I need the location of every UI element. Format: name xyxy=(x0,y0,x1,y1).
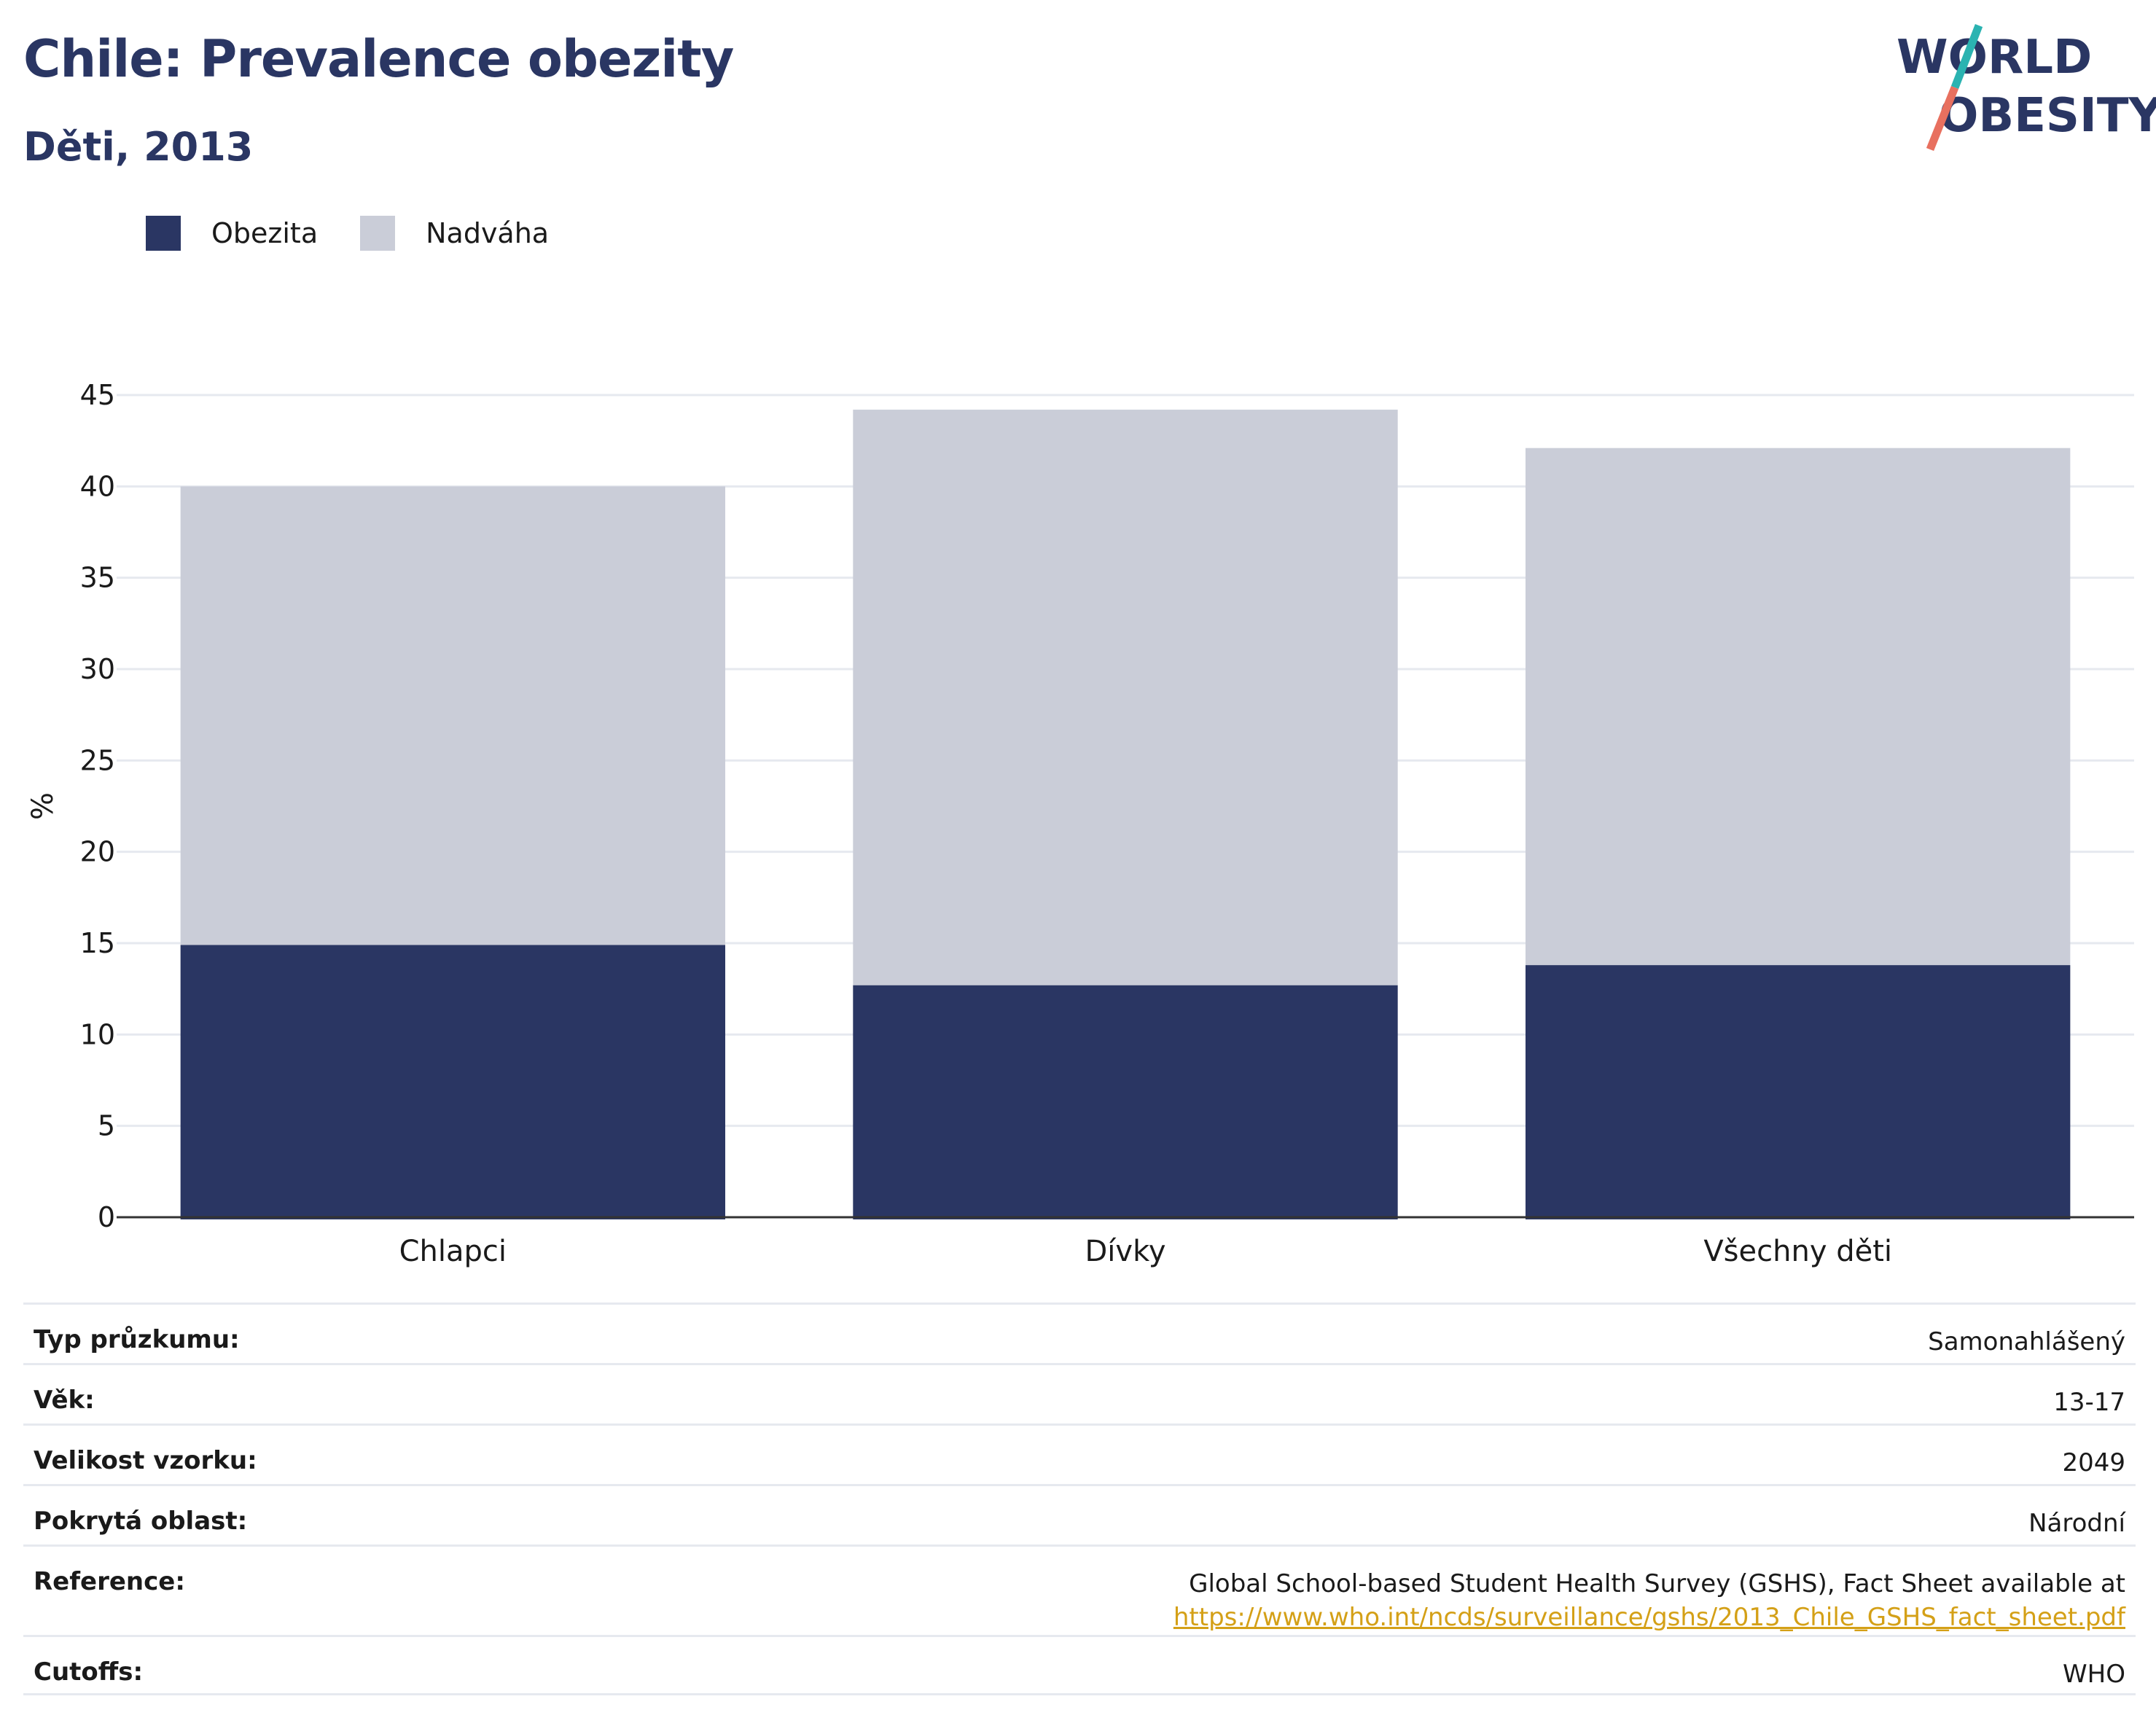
logo-line2: OBESITY xyxy=(1939,89,2156,143)
info-label-cutoffs: Cutoffs: xyxy=(34,1657,144,1687)
legend-item-obezita: Obezita xyxy=(146,216,318,251)
y-tick-label: 40 xyxy=(80,470,115,502)
reference-text: Global School-based Student Health Surve… xyxy=(1189,1569,2125,1598)
chart-subtitle: Děti, 2013 xyxy=(23,124,254,170)
chart-title: Chile: Prevalence obezity xyxy=(23,29,734,89)
world-obesity-logo: WORLD OBESITY xyxy=(1895,22,2156,153)
y-tick-label: 45 xyxy=(80,379,115,411)
info-value-cutoffs: WHO xyxy=(2063,1660,2125,1689)
bar-nadváha-3 xyxy=(1525,448,2071,966)
legend-label-nadvaha: Nadváha xyxy=(426,217,550,249)
stacked-bar-chart: 0 5 10 15 20 25 30 35 40 45% Chlapci Dívky Všechny d… xyxy=(26,379,2134,1268)
info-label-reference: Reference: xyxy=(34,1567,185,1596)
y-tick-label: 5 xyxy=(98,1110,115,1142)
logo-slash-bottom xyxy=(1926,85,1959,152)
y-tick-label: 20 xyxy=(80,836,115,868)
legend-label-obezita: Obezita xyxy=(211,217,319,249)
chart-legend: Obezita Nadváha xyxy=(146,216,591,251)
bar-obezita-3 xyxy=(1525,965,2071,1219)
y-tick-label: 25 xyxy=(80,744,115,776)
x-tick-label: Dívky xyxy=(1085,1235,1166,1268)
info-label-survey-type: Typ průzkumu: xyxy=(34,1325,240,1354)
info-row-age: Věk: 13-17 xyxy=(23,1363,2136,1423)
info-row-survey-type: Typ průzkumu: Samonahlášený xyxy=(23,1303,2136,1363)
y-tick-label: 15 xyxy=(80,927,115,959)
legend-item-nadvaha: Nadváha xyxy=(360,216,549,251)
x-tick-label: Všechny děti xyxy=(1703,1235,1892,1268)
info-value-sample-size: 2049 xyxy=(2062,1448,2125,1477)
info-row-sample-size: Velikost vzorku: 2049 xyxy=(23,1423,2136,1484)
bar-obezita-1 xyxy=(180,945,726,1219)
info-label-area: Pokrytá oblast: xyxy=(34,1507,248,1536)
bar-nadváha-2 xyxy=(853,410,1398,985)
y-tick-label: 35 xyxy=(80,562,115,594)
x-tick-label: Chlapci xyxy=(399,1235,507,1268)
bar-obezita-2 xyxy=(853,985,1398,1219)
logo-slash-top xyxy=(1950,24,1983,89)
y-tick-label: 0 xyxy=(98,1201,115,1233)
legend-swatch-nadvaha xyxy=(360,216,396,251)
info-row-area: Pokrytá oblast: Národní xyxy=(23,1484,2136,1544)
y-tick-label: 30 xyxy=(80,653,115,685)
y-tick-label: 10 xyxy=(80,1018,115,1050)
bar-nadváha-1 xyxy=(180,486,726,945)
info-value-area: Národní xyxy=(2028,1509,2125,1538)
reference-link[interactable]: https://www.who.int/ncds/surveillance/gs… xyxy=(1173,1603,2125,1632)
info-value-age: 13-17 xyxy=(2053,1388,2125,1417)
info-value-survey-type: Samonahlášený xyxy=(1928,1327,2125,1356)
info-value-reference: Global School-based Student Health Surve… xyxy=(1173,1567,2125,1634)
y-axis-label: % xyxy=(26,792,60,820)
logo-line1: WORLD xyxy=(1897,31,2092,85)
info-row-cutoffs: Cutoffs: WHO xyxy=(23,1635,2136,1695)
legend-swatch-obezita xyxy=(146,216,181,251)
info-label-sample-size: Velikost vzorku: xyxy=(34,1446,257,1475)
survey-info-table: Typ průzkumu: Samonahlášený Věk: 13-17 V… xyxy=(23,1303,2136,1695)
info-row-reference: Reference: Global School-based Student H… xyxy=(23,1544,2136,1635)
info-label-age: Věk: xyxy=(34,1386,95,1415)
